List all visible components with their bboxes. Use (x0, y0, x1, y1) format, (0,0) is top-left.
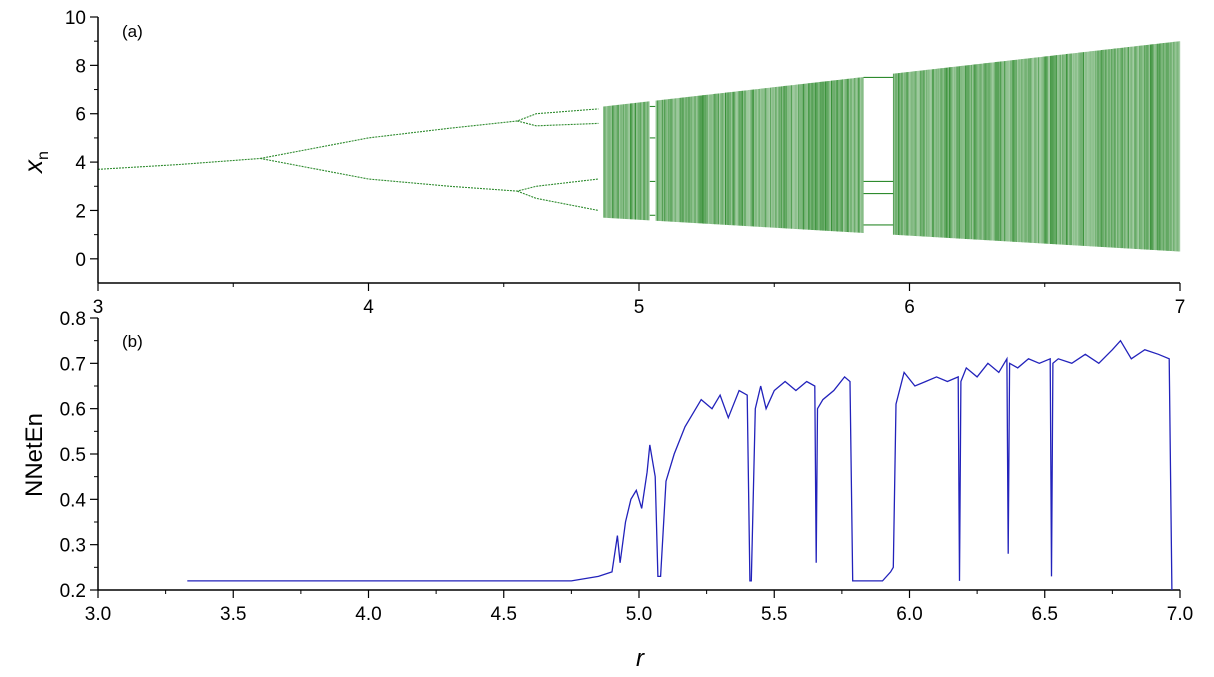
nnetentropy-line (187, 339, 1173, 591)
y-tick-label: 10 (65, 8, 86, 29)
y-tick-label: 2 (75, 201, 86, 222)
x-tick-label: 4 (363, 297, 374, 318)
x-tick-label: 6 (904, 297, 915, 318)
panel-b-label: (b) (122, 332, 143, 351)
x-tick-label: 7.0 (1167, 604, 1193, 625)
bifurcation-branch (260, 157, 599, 192)
panel-b-xlabel: r (636, 645, 645, 672)
panel-a-axes: 0 2 4 6 8 10 3 4 5 6 7 (65, 8, 1185, 318)
x-tick-label: 4.5 (491, 604, 517, 625)
x-tick-label: 5.0 (626, 604, 652, 625)
panel-a-bifurcation: 0 2 4 6 8 10 3 4 5 6 7 (a) xn (18, 8, 1185, 318)
y-tick-label: 0.8 (60, 309, 86, 330)
x-tick-label: 5 (634, 297, 645, 318)
x-tick-label: 5.5 (761, 604, 787, 625)
bifurcation-branch (517, 190, 599, 211)
x-tick-label: 6.0 (896, 604, 922, 625)
y-tick-label: 4 (75, 153, 86, 174)
y-tick-label: 6 (75, 105, 86, 126)
panel-a-label: (a) (122, 22, 143, 41)
y-tick-label: 8 (75, 56, 86, 77)
x-tick-label: 6.5 (1032, 604, 1058, 625)
y-tick-label: 0.7 (60, 354, 86, 375)
x-tick-label: 4.0 (355, 604, 381, 625)
panel-a-ylabel-sub: n (35, 151, 52, 160)
bifurcation-branch (260, 108, 599, 160)
panel-a-ylabel-main: x (18, 159, 48, 175)
panel-a-ylabel: xn (18, 151, 52, 175)
x-tick-label: 7 (1175, 297, 1186, 318)
panel-b-nnetentropy: 0.2 0.3 0.4 0.5 0.6 0.7 0.8 3.0 3.5 4.0 4.5 5.0 5.5 6… (21, 309, 1193, 672)
chaotic-band-lines (603, 41, 1181, 252)
x-tick-label: 3.5 (220, 604, 246, 625)
panel-b-ylabel: NNetEn (21, 413, 48, 497)
y-tick-label: 0.2 (60, 581, 86, 602)
x-tick-label: 3 (93, 297, 104, 318)
y-tick-label: 0.6 (60, 400, 86, 421)
bifurcation-branch (97, 157, 261, 170)
y-tick-label: 0.5 (60, 445, 86, 466)
panel-b-axes: 0.2 0.3 0.4 0.5 0.6 0.7 0.8 3.0 3.5 4.0 4.5 5.0 5.5 6… (60, 309, 1194, 625)
x-tick-label: 3.0 (85, 604, 111, 625)
y-tick-label: 0.4 (60, 490, 87, 511)
y-tick-label: 0.3 (60, 536, 86, 557)
bifurcation-branches (97, 108, 599, 211)
y-tick-label: 0 (75, 250, 86, 271)
bifurcation-branch (517, 120, 599, 127)
